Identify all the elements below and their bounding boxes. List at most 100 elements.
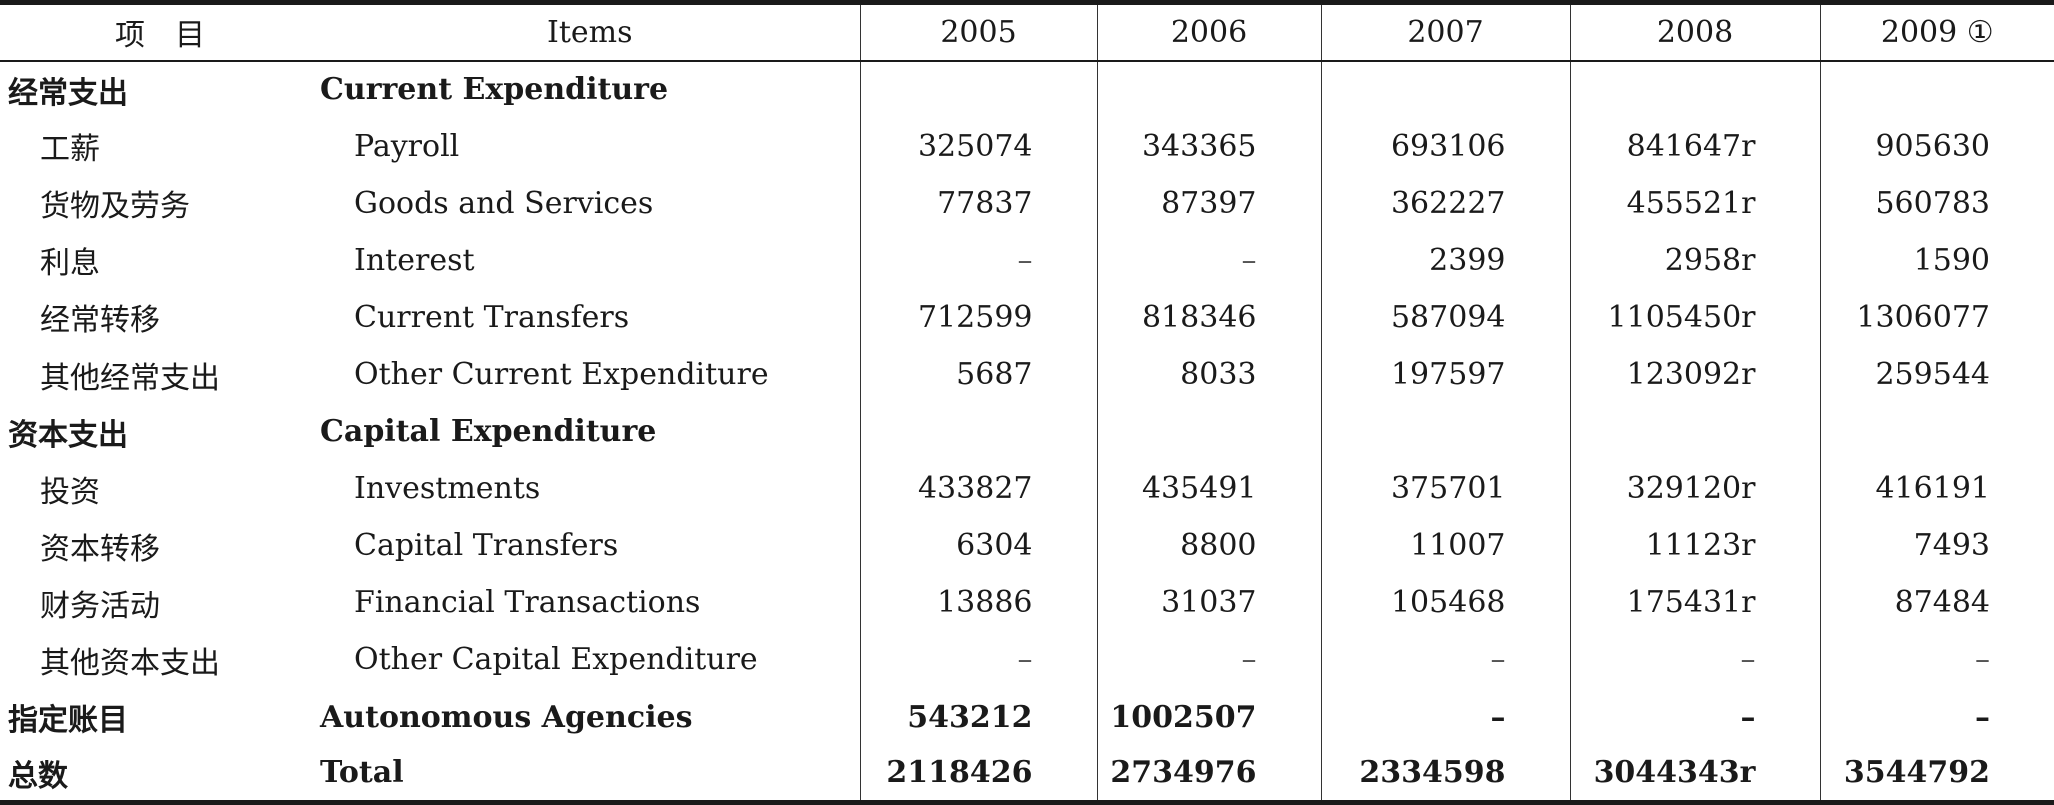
row-label-zh: 总数: [0, 745, 320, 805]
header-year: 2008: [1569, 0, 1820, 62]
value-cell: –: [1320, 631, 1570, 689]
row-label-zh: 工薪: [40, 132, 100, 168]
value-cell: 435491: [1096, 460, 1321, 518]
value-cell: –: [1096, 631, 1321, 689]
row-label-zh: 利息: [40, 246, 100, 282]
value-cell: –: [859, 231, 1097, 289]
row-label-en: Other Current Expenditure: [354, 357, 769, 393]
value-cell: 13886: [859, 574, 1097, 632]
value-cell: 7493: [1819, 517, 2054, 575]
value-cell: –: [1819, 631, 2054, 689]
table-row: 经常转移 Current Transfers 712599 818346 587094 1…: [0, 288, 2054, 346]
value-cell: 1306077: [1819, 288, 2054, 346]
value-cell: [1819, 403, 2054, 461]
table-row: 其他经常支出 Other Current Expenditure 5687 8033 1…: [0, 345, 2054, 404]
value-cell: [1819, 60, 2054, 118]
value-cell: 375701: [1320, 460, 1570, 518]
value-cell: 1105450r: [1569, 288, 1820, 346]
header-year: 2006: [1096, 0, 1321, 62]
row-label-en: Investments: [354, 471, 541, 507]
row-label-en: Goods and Services: [354, 185, 654, 221]
row-label-zh: 经常转移: [40, 303, 160, 339]
value-cell: 2118426: [859, 745, 1097, 805]
value-cell: [1096, 403, 1321, 461]
value-cell: 197597: [1320, 345, 1570, 404]
row-label-zh: 货物及劳务: [40, 189, 190, 225]
table-row: 资本支出 Capital Expenditure: [0, 403, 2054, 461]
row-label-en: Other Capital Expenditure: [354, 642, 758, 678]
row-label-en: Payroll: [354, 128, 460, 164]
value-cell: 2958r: [1569, 231, 1820, 289]
table-row: 利息 Interest – –2399 2958r 1590: [0, 231, 2054, 289]
value-cell: 8033: [1096, 345, 1321, 404]
header-row: 项 目 Items 2005 2006 2007 2008 2009 ①: [0, 0, 2054, 62]
value-cell: 693106: [1320, 117, 1570, 175]
value-cell: [859, 60, 1097, 118]
row-label-zh: 财务活动: [40, 588, 160, 624]
table-row: 资本转移 Capital Transfers 6304 8800 11007 11123r…: [0, 517, 2054, 575]
table-body: 经常支出 Current Expenditure 工薪 Payroll 325074 34…: [0, 60, 2054, 805]
row-label-en: Financial Transactions: [354, 585, 701, 621]
value-cell: [1569, 403, 1820, 461]
table-row: 总数 Total 2118426 2734976 2334598 3044343r 3544…: [0, 745, 2054, 805]
value-cell: 3544792: [1819, 745, 2054, 805]
row-label-en: Capital Expenditure: [320, 414, 657, 450]
row-label-zh: 投资: [40, 474, 100, 510]
value-cell: [859, 403, 1097, 461]
value-cell: 343365: [1096, 117, 1321, 175]
value-cell: [1569, 60, 1820, 118]
value-cell: 416191: [1819, 460, 2054, 518]
row-label-zh: 其他经常支出: [40, 360, 220, 396]
header-year: 2005: [859, 0, 1097, 62]
row-label-zh: 其他资本支出: [40, 645, 220, 681]
value-cell: 11123r: [1569, 517, 1820, 575]
value-cell: –: [1096, 231, 1321, 289]
value-cell: 818346: [1096, 288, 1321, 346]
value-cell: 905630: [1819, 117, 2054, 175]
value-cell: 8800: [1096, 517, 1321, 575]
value-cell: 31037: [1096, 574, 1321, 632]
value-cell: 1002507: [1096, 688, 1321, 746]
value-cell: 325074: [859, 117, 1097, 175]
value-cell: 87484: [1819, 574, 2054, 632]
table-row: 工薪 Payroll 325074 343365 693106 841647r 905630: [0, 117, 2054, 175]
value-cell: [1320, 60, 1570, 118]
value-cell: 259544: [1819, 345, 2054, 404]
value-cell: 455521r: [1569, 174, 1820, 232]
value-cell: 362227: [1320, 174, 1570, 232]
value-cell: 2734976: [1096, 745, 1321, 805]
value-cell: [1096, 60, 1321, 118]
row-label-en: Current Transfers: [354, 299, 630, 335]
value-cell: –: [859, 631, 1097, 689]
row-label-en: Total: [320, 745, 860, 805]
value-cell: 841647r: [1569, 117, 1820, 175]
header-year: 2009 ①: [1819, 0, 2054, 62]
table-row: 货物及劳务 Goods and Services 77837 87397 362227 4…: [0, 174, 2054, 232]
value-cell: 560783: [1819, 174, 2054, 232]
value-cell: 87397: [1096, 174, 1321, 232]
value-cell: 175431r: [1569, 574, 1820, 632]
value-cell: 6304: [859, 517, 1097, 575]
value-cell: 105468: [1320, 574, 1570, 632]
value-cell: 712599: [859, 288, 1097, 346]
value-cell: –: [1569, 688, 1820, 746]
table-row: 财务活动 Financial Transactions 13886 31037 1054…: [0, 574, 2054, 632]
value-cell: –: [1320, 688, 1570, 746]
header-year: 2007: [1320, 0, 1570, 62]
row-label-zh: 经常支出: [8, 75, 128, 111]
value-cell: 2334598: [1320, 745, 1570, 805]
value-cell: 329120r: [1569, 460, 1820, 518]
value-cell: 77837: [859, 174, 1097, 232]
row-label-en: Interest: [354, 242, 475, 278]
value-cell: 433827: [859, 460, 1097, 518]
value-cell: 11007: [1320, 517, 1570, 575]
value-cell: 123092r: [1569, 345, 1820, 404]
value-cell: 3044343r: [1569, 745, 1820, 805]
value-cell: 543212: [859, 688, 1097, 746]
value-cell: –: [1569, 631, 1820, 689]
row-label-zh: 资本支出: [8, 417, 128, 453]
header-item-zh: 项 目: [0, 0, 320, 62]
table-row: 指定账目 Autonomous Agencies 543212 1002507– – –: [0, 688, 2054, 746]
